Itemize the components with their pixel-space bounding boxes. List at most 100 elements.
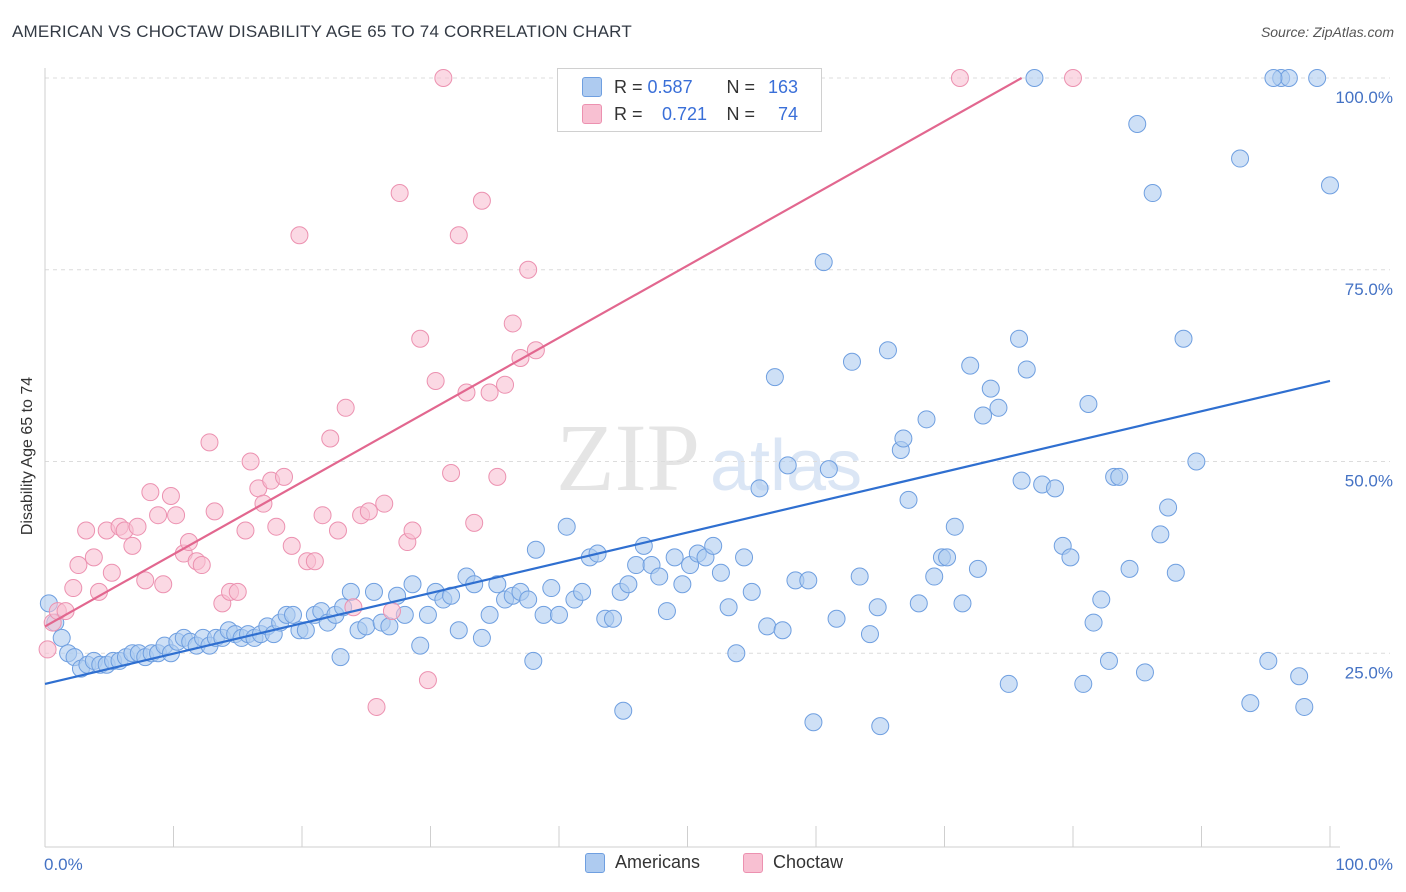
americans-point xyxy=(1159,498,1178,517)
choctaw-point xyxy=(442,464,461,483)
choctaw-point xyxy=(69,556,88,575)
americans-point xyxy=(981,379,1000,398)
americans-point xyxy=(614,701,633,720)
choctaw-point xyxy=(38,640,57,659)
chart-title: AMERICAN VS CHOCTAW DISABILITY AGE 65 TO… xyxy=(12,22,632,41)
americans-point xyxy=(1231,149,1250,168)
americans-point xyxy=(1079,394,1098,413)
americans-point xyxy=(364,582,383,601)
americans-point xyxy=(1290,667,1309,686)
americans-point xyxy=(842,352,861,371)
americans-point xyxy=(673,575,692,594)
legend-row-americans: R = 0.587 N = 163 xyxy=(582,76,798,98)
x-tick-label: 100.0% xyxy=(1335,855,1393,874)
choctaw-points xyxy=(38,69,1082,716)
americans-point xyxy=(657,602,676,621)
americans-point xyxy=(1046,479,1065,498)
americans-point xyxy=(953,594,972,613)
choctaw-swatch xyxy=(743,852,763,873)
americans-point xyxy=(778,456,797,475)
choctaw-point xyxy=(275,467,294,486)
americans-point xyxy=(704,536,723,555)
choctaw-point xyxy=(411,329,430,348)
choctaw-point xyxy=(496,375,515,394)
choctaw-point xyxy=(267,517,286,536)
choctaw-point xyxy=(1064,69,1082,87)
americans-point xyxy=(1295,697,1314,716)
watermark-zip: ZIP xyxy=(556,404,700,511)
americans-point xyxy=(850,567,869,586)
choctaw-point xyxy=(950,69,969,87)
legend-r-label: R = xyxy=(614,76,643,97)
americans-point xyxy=(573,582,592,601)
legend-n-label: N = xyxy=(726,76,756,97)
legend-r-label: R = xyxy=(614,103,643,124)
correlation-legend: R = 0.587 N = 163 R = 0.721 N = 74 xyxy=(557,68,822,132)
choctaw-point xyxy=(123,536,142,555)
y-tick-label: 25.0% xyxy=(1345,663,1393,682)
americans-point xyxy=(542,579,561,598)
choctaw-point xyxy=(426,371,445,390)
americans-point xyxy=(758,617,777,636)
choctaw-point xyxy=(480,383,499,402)
americans-trend-line xyxy=(44,379,1331,686)
americans-point xyxy=(403,575,422,594)
americans-point xyxy=(719,598,738,617)
choctaw-point xyxy=(382,602,401,621)
americans-point xyxy=(711,563,730,582)
choctaw-point xyxy=(64,579,83,598)
americans-swatch xyxy=(582,77,602,97)
americans-point xyxy=(1321,176,1339,195)
americans-point xyxy=(1135,663,1154,682)
choctaw-point xyxy=(167,506,186,525)
americans-point xyxy=(938,548,957,567)
choctaw-point xyxy=(149,506,168,525)
americans-point xyxy=(1012,471,1031,490)
americans-point xyxy=(357,617,376,636)
choctaw-point xyxy=(328,521,347,540)
americans-point xyxy=(557,517,576,536)
americans-point xyxy=(814,253,833,272)
choctaw-point xyxy=(200,433,219,452)
americans-point xyxy=(1151,525,1170,544)
choctaw-point xyxy=(228,582,247,601)
americans-point xyxy=(961,356,980,375)
americans-point xyxy=(871,717,890,736)
y-tick-label: 50.0% xyxy=(1345,472,1393,491)
choctaw-swatch xyxy=(582,104,602,124)
americans-point xyxy=(860,625,879,644)
source-label: Source: ZipAtlas.com xyxy=(1260,24,1394,40)
americans-point xyxy=(526,540,545,559)
americans-point xyxy=(534,605,553,624)
choctaw-trend-line xyxy=(44,77,1023,628)
americans-point xyxy=(650,567,669,586)
choctaw-point xyxy=(375,494,394,513)
americans-point xyxy=(868,598,887,617)
americans-point xyxy=(603,609,622,628)
americans-point xyxy=(878,341,897,360)
americans-point xyxy=(1308,69,1327,87)
choctaw-point xyxy=(77,521,96,540)
americans-point xyxy=(827,609,846,628)
legend-n-label: N = xyxy=(726,103,756,124)
legend-r-value: 0.721 xyxy=(662,103,708,124)
americans-point xyxy=(742,582,761,601)
x-tick-label: 0.0% xyxy=(44,855,83,874)
choctaw-point xyxy=(403,521,422,540)
americans-point xyxy=(341,582,360,601)
americans-point xyxy=(480,605,499,624)
legend-n-value: 163 xyxy=(768,76,799,97)
americans-point xyxy=(1061,548,1080,567)
americans-point xyxy=(1166,563,1185,582)
choctaw-point xyxy=(192,556,211,575)
legend-row-choctaw: R = 0.721 N = 74 xyxy=(582,103,798,125)
choctaw-point xyxy=(84,548,103,567)
choctaw-point xyxy=(488,467,507,486)
americans-point xyxy=(1084,613,1103,632)
legend-item-americans: Americans xyxy=(585,852,700,873)
americans-point xyxy=(909,594,928,613)
americans-point xyxy=(411,636,430,655)
americans-point xyxy=(819,460,838,479)
choctaw-point xyxy=(290,226,309,245)
